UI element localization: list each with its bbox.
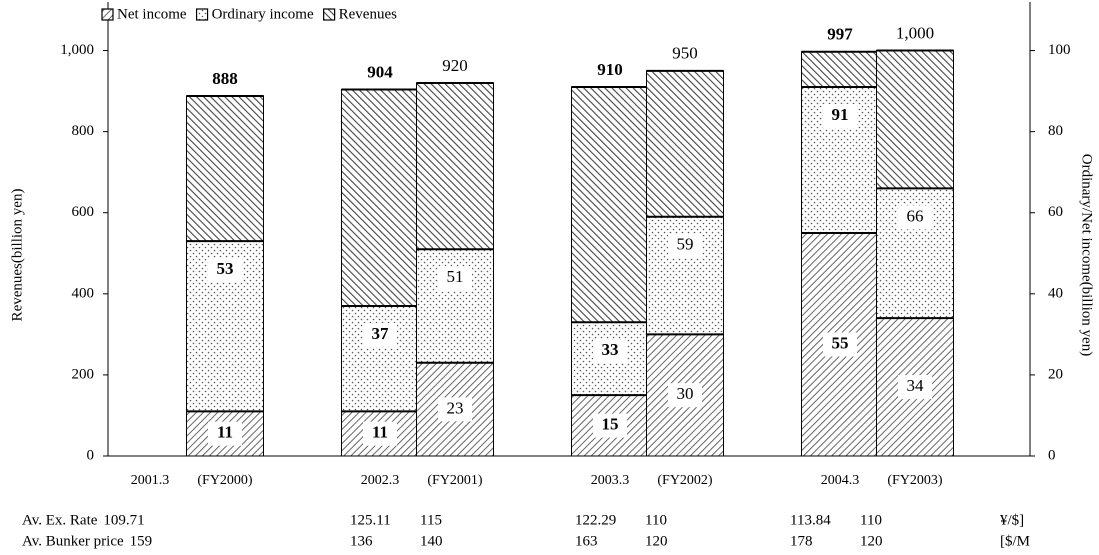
data-label: 66 xyxy=(907,206,924,225)
label-bg xyxy=(823,104,857,129)
y2-tick-label: 40 xyxy=(1048,285,1063,301)
data-label: 920 xyxy=(442,56,468,75)
table-cell: 120 xyxy=(860,533,883,549)
table-row-label: Av. Bunker price xyxy=(22,533,124,549)
x-tick-label: 2002.3 xyxy=(361,473,400,488)
data-label: 33 xyxy=(602,340,619,359)
data-label: 53 xyxy=(217,259,234,278)
y2-tick-label: 60 xyxy=(1048,204,1063,220)
data-label: 23 xyxy=(447,398,464,417)
data-label: 950 xyxy=(672,44,698,63)
data-label: 34 xyxy=(907,376,925,395)
data-label: 904 xyxy=(367,62,393,81)
x-tick-label: 2001.3 xyxy=(131,473,170,488)
label-bg xyxy=(593,413,627,438)
table-cell: 140 xyxy=(420,533,443,549)
legend-label: Ordinary income xyxy=(212,6,314,22)
x-tick-label: (FY2003) xyxy=(887,473,943,488)
y2-axis-title: Ordinary/Net income(billion yen) xyxy=(1079,154,1095,356)
table-cell: 136 xyxy=(350,533,373,549)
table-row-label: Av. Ex. Rate xyxy=(22,512,98,528)
table-unit: ¥/$] xyxy=(1000,512,1024,528)
data-label: 30 xyxy=(677,384,694,403)
x-tick-label: 2003.3 xyxy=(591,473,630,488)
y2-tick-label: 100 xyxy=(1048,42,1071,58)
label-bg xyxy=(898,375,932,400)
table-cell: 109.71 xyxy=(103,512,144,528)
legend-label: Net income xyxy=(117,6,187,22)
y2-tick-label: 80 xyxy=(1048,123,1063,139)
table-cell: 159 xyxy=(130,533,153,549)
legend-swatch xyxy=(323,8,336,21)
data-label: 888 xyxy=(212,69,238,88)
label-bg xyxy=(438,266,472,291)
data-label: 1,000 xyxy=(896,23,934,42)
data-label: 11 xyxy=(372,423,388,442)
y-tick-label: 1,000 xyxy=(60,42,94,58)
data-label: 51 xyxy=(447,267,464,286)
y-axis-title: Revenues(billion yen) xyxy=(9,189,25,322)
x-tick-label: (FY2000) xyxy=(197,473,253,488)
label-bg xyxy=(363,421,397,446)
y2-tick-label: 20 xyxy=(1048,366,1063,382)
x-tick-label: 2004.3 xyxy=(821,473,860,488)
label-bg xyxy=(668,233,702,258)
y-tick-label: 400 xyxy=(72,285,95,301)
label-bg xyxy=(363,322,397,347)
y2-tick-label: 0 xyxy=(1048,447,1056,463)
data-label: 59 xyxy=(677,235,694,254)
legend-label: Revenues xyxy=(339,6,397,22)
data-label: 91 xyxy=(832,105,849,124)
table-cell: 125.11 xyxy=(350,512,391,528)
label-bg xyxy=(208,421,242,446)
table-cell: 110 xyxy=(645,512,667,528)
data-label: 37 xyxy=(372,324,390,343)
y-tick-label: 600 xyxy=(72,204,95,220)
legend-swatch xyxy=(101,8,114,21)
label-bg xyxy=(823,332,857,357)
label-bg xyxy=(438,397,472,422)
table-unit: [$/M xyxy=(1000,533,1030,549)
table-cell: 178 xyxy=(790,533,813,549)
x-tick-label: (FY2001) xyxy=(427,473,483,488)
table-cell: 122.29 xyxy=(575,512,616,528)
table-cell: 163 xyxy=(575,533,598,549)
data-label: 11 xyxy=(217,423,233,442)
data-label: 910 xyxy=(597,60,623,79)
y-tick-label: 800 xyxy=(72,123,95,139)
label-bg xyxy=(593,339,627,364)
table-cell: 120 xyxy=(645,533,668,549)
legend-swatch xyxy=(195,8,209,21)
table-cell: 110 xyxy=(860,512,882,528)
data-label: 55 xyxy=(832,333,849,352)
table-cell: 113.84 xyxy=(790,512,831,528)
data-label: 15 xyxy=(602,414,619,433)
y-tick-label: 0 xyxy=(87,447,95,463)
x-tick-label: (FY2002) xyxy=(657,473,713,488)
label-bg xyxy=(208,258,242,283)
data-label: 997 xyxy=(827,25,853,44)
label-bg xyxy=(898,205,932,230)
y-tick-label: 200 xyxy=(72,366,95,382)
label-bg xyxy=(668,383,702,408)
table-cell: 115 xyxy=(420,512,442,528)
